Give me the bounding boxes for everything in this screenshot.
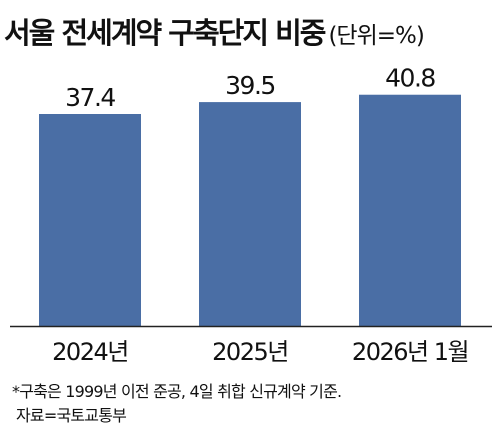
bar-2 [359, 94, 461, 327]
category-label-2: 2026년 1월 [352, 338, 468, 366]
chart-title-text: 서울 전세계약 구축단지 비중 [4, 16, 326, 50]
value-label-1: 39.5 [225, 71, 275, 100]
bar-0 [39, 114, 141, 326]
value-label-0: 37.4 [65, 83, 115, 112]
unit-label: (단위=%) [328, 23, 424, 49]
footnote-source: 자료=국토교통부 [16, 406, 127, 425]
footnote-definition: *구축은 1999년 이전 준공, 4일 취합 신규계약 기준. [12, 382, 342, 401]
value-label-2: 40.8 [385, 64, 435, 93]
category-label-0: 2024년 [52, 338, 128, 366]
category-label-1: 2025년 [212, 338, 288, 366]
chart-title: 서울 전세계약 구축단지 비중 (단위=%) [4, 10, 425, 52]
bar-1 [199, 102, 301, 327]
